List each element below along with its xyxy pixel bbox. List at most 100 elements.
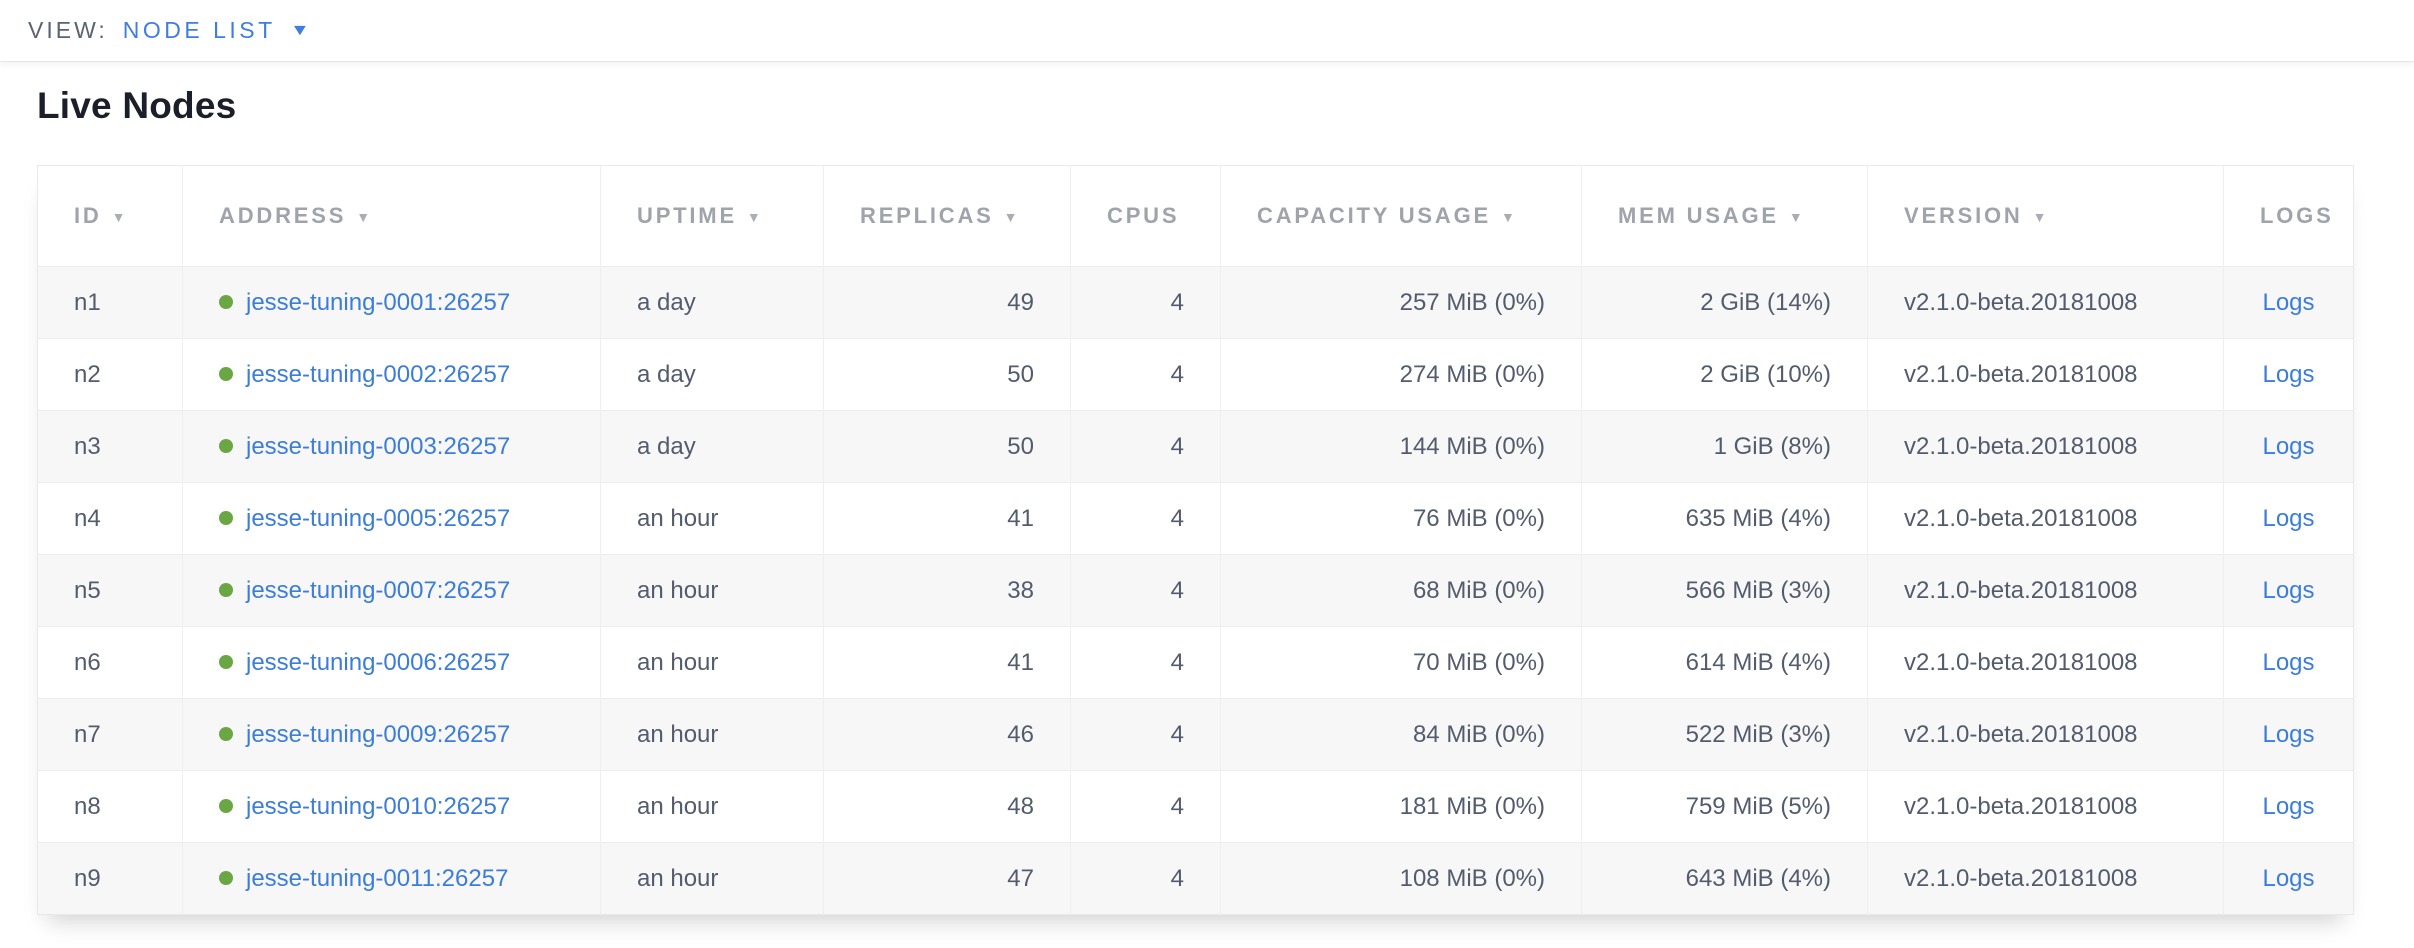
node-live-status-icon xyxy=(219,727,233,742)
node-address-link[interactable]: jesse-tuning-0006:26257 xyxy=(246,648,511,676)
node-live-status-icon xyxy=(219,367,233,382)
logs-link[interactable]: Logs xyxy=(2262,792,2315,820)
logs-link[interactable]: Logs xyxy=(2262,864,2315,892)
node-logs-cell: Logs xyxy=(2224,339,2354,411)
node-uptime-cell: an hour xyxy=(600,482,824,555)
node-replicas-cell: 48 xyxy=(823,770,1071,843)
logs-link[interactable]: Logs xyxy=(2262,504,2315,532)
node-capacity-usage-cell: 70 MiB (0%) xyxy=(1220,626,1582,699)
node-live-status-icon xyxy=(219,799,233,814)
live-nodes-table-container: ID ▼ ADDRESS ▼ UPTIME ▼ REPLICAS ▼ CPUS CAPA… xyxy=(37,165,2354,915)
column-header-id[interactable]: ID ▼ xyxy=(37,165,183,267)
node-address-link[interactable]: jesse-tuning-0011:26257 xyxy=(246,864,509,892)
table-row: n1 jesse-tuning-0001:26257 a day 49 4 25… xyxy=(37,266,2354,339)
node-live-status-icon xyxy=(219,439,233,454)
node-version-cell: v2.1.0-beta.20181008 xyxy=(1867,338,2224,411)
view-selector-dropdown[interactable]: NODE LIST ▼ xyxy=(122,17,310,44)
view-selected-value: NODE LIST xyxy=(122,17,276,43)
node-uptime-cell: an hour xyxy=(600,698,824,771)
column-header-address[interactable]: ADDRESS ▼ xyxy=(182,165,601,267)
node-address-cell: jesse-tuning-0010:26257 xyxy=(182,770,601,843)
page-title: Live Nodes xyxy=(37,85,237,126)
node-address-cell: jesse-tuning-0011:26257 xyxy=(182,842,601,915)
node-replicas-cell: 50 xyxy=(823,410,1071,483)
node-live-status-icon xyxy=(219,583,233,598)
logs-link[interactable]: Logs xyxy=(2262,720,2315,748)
table-row: n6 jesse-tuning-0006:26257 an hour 41 4 … xyxy=(37,626,2354,699)
logs-link[interactable]: Logs xyxy=(2262,576,2315,604)
node-cpus-cell: 4 xyxy=(1070,626,1221,699)
column-header-mem-usage[interactable]: MEM USAGE ▼ xyxy=(1581,165,1868,267)
node-address-cell: jesse-tuning-0002:26257 xyxy=(182,338,601,411)
column-header-version[interactable]: VERSION ▼ xyxy=(1867,165,2224,267)
node-address-link[interactable]: jesse-tuning-0007:26257 xyxy=(246,576,511,604)
sort-desc-icon: ▼ xyxy=(1003,209,1021,225)
view-bar: VIEW: NODE LIST ▼ xyxy=(0,0,2414,62)
column-header-uptime[interactable]: UPTIME ▼ xyxy=(600,165,824,267)
table-row: n9 jesse-tuning-0011:26257 an hour 47 4 … xyxy=(37,842,2354,915)
node-uptime-cell: an hour xyxy=(600,842,824,915)
column-header-label: REPLICAS xyxy=(860,203,994,228)
logs-link[interactable]: Logs xyxy=(2262,648,2315,676)
node-id-cell: n3 xyxy=(37,410,183,483)
node-mem-usage-cell: 566 MiB (3%) xyxy=(1581,554,1868,627)
node-address-link[interactable]: jesse-tuning-0002:26257 xyxy=(246,360,511,388)
node-mem-usage-cell: 2 GiB (10%) xyxy=(1581,338,1868,411)
node-address-link[interactable]: jesse-tuning-0010:26257 xyxy=(246,792,511,820)
node-live-status-icon xyxy=(219,511,233,526)
column-header-capacity-usage[interactable]: CAPACITY USAGE ▼ xyxy=(1220,165,1582,267)
node-cpus-cell: 4 xyxy=(1070,842,1221,915)
node-address-link[interactable]: jesse-tuning-0005:26257 xyxy=(246,504,511,532)
node-id-cell: n5 xyxy=(37,554,183,627)
sort-desc-icon: ▼ xyxy=(746,209,764,225)
node-address-cell: jesse-tuning-0003:26257 xyxy=(182,410,601,483)
node-logs-cell: Logs xyxy=(2224,555,2354,627)
node-mem-usage-cell: 2 GiB (14%) xyxy=(1581,266,1868,339)
node-replicas-cell: 41 xyxy=(823,482,1071,555)
sort-desc-icon: ▼ xyxy=(356,209,373,225)
node-uptime-cell: a day xyxy=(600,410,824,483)
node-uptime-cell: an hour xyxy=(600,770,824,843)
node-id-cell: n9 xyxy=(37,842,183,915)
node-address-link[interactable]: jesse-tuning-0009:26257 xyxy=(246,720,511,748)
table-row: n5 jesse-tuning-0007:26257 an hour 38 4 … xyxy=(37,554,2354,627)
node-id-cell: n4 xyxy=(37,482,183,555)
node-address-link[interactable]: jesse-tuning-0003:26257 xyxy=(246,432,511,460)
node-capacity-usage-cell: 84 MiB (0%) xyxy=(1220,698,1582,771)
node-replicas-cell: 47 xyxy=(823,842,1071,915)
table-row: n8 jesse-tuning-0010:26257 an hour 48 4 … xyxy=(37,770,2354,843)
sort-desc-icon: ▼ xyxy=(1788,209,1806,225)
column-header-cpus: CPUS xyxy=(1070,165,1221,267)
sort-desc-icon: ▼ xyxy=(2032,209,2050,225)
logs-link[interactable]: Logs xyxy=(2262,288,2315,316)
node-live-status-icon xyxy=(219,871,233,886)
node-logs-cell: Logs xyxy=(2224,411,2354,483)
node-cpus-cell: 4 xyxy=(1070,554,1221,627)
node-mem-usage-cell: 759 MiB (5%) xyxy=(1581,770,1868,843)
node-capacity-usage-cell: 68 MiB (0%) xyxy=(1220,554,1582,627)
node-id-cell: n2 xyxy=(37,338,183,411)
node-address-cell: jesse-tuning-0007:26257 xyxy=(182,554,601,627)
node-uptime-cell: a day xyxy=(600,338,824,411)
node-replicas-cell: 38 xyxy=(823,554,1071,627)
node-id-cell: n1 xyxy=(37,266,183,339)
logs-link[interactable]: Logs xyxy=(2262,360,2315,388)
node-id-cell: n6 xyxy=(37,626,183,699)
node-cpus-cell: 4 xyxy=(1070,482,1221,555)
node-logs-cell: Logs xyxy=(2224,843,2354,915)
column-header-replicas[interactable]: REPLICAS ▼ xyxy=(823,165,1071,267)
node-uptime-cell: an hour xyxy=(600,626,824,699)
sort-desc-icon: ▼ xyxy=(111,209,129,225)
node-cpus-cell: 4 xyxy=(1070,338,1221,411)
node-capacity-usage-cell: 76 MiB (0%) xyxy=(1220,482,1582,555)
node-uptime-cell: an hour xyxy=(600,554,824,627)
table-row: n3 jesse-tuning-0003:26257 a day 50 4 14… xyxy=(37,410,2354,483)
sort-desc-icon: ▼ xyxy=(1500,209,1518,225)
node-replicas-cell: 49 xyxy=(823,266,1071,339)
node-version-cell: v2.1.0-beta.20181008 xyxy=(1867,410,2224,483)
logs-link[interactable]: Logs xyxy=(2262,432,2315,460)
node-version-cell: v2.1.0-beta.20181008 xyxy=(1867,554,2224,627)
table-row: n7 jesse-tuning-0009:26257 an hour 46 4 … xyxy=(37,698,2354,771)
node-address-link[interactable]: jesse-tuning-0001:26257 xyxy=(246,288,511,316)
node-id-cell: n7 xyxy=(37,698,183,771)
